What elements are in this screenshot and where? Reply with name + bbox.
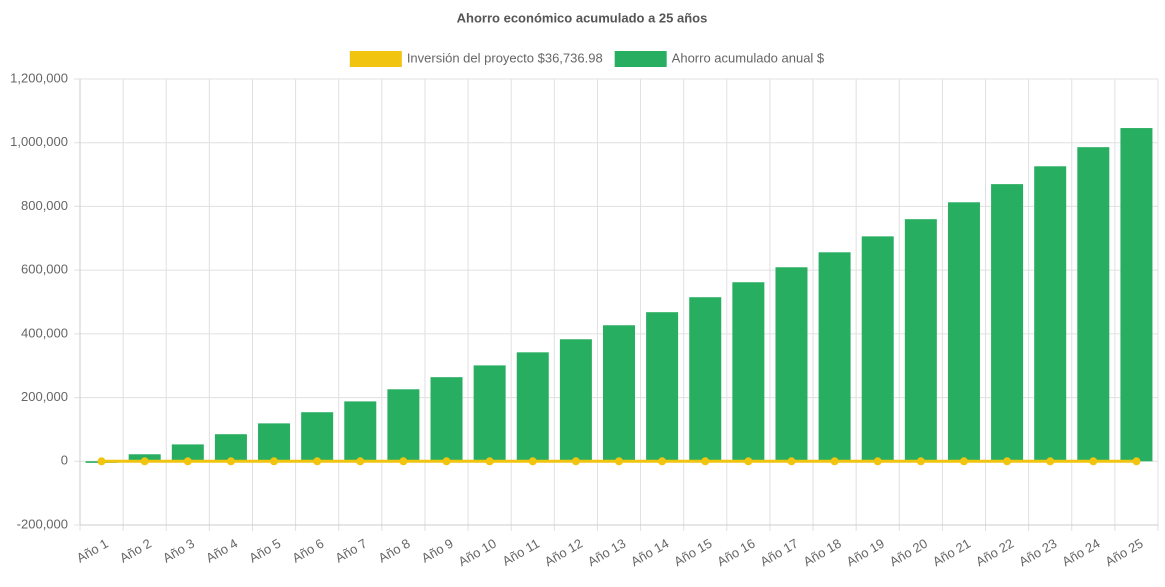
- line-point: [658, 457, 667, 466]
- x-tick-label: Año 17: [758, 536, 801, 570]
- line-point: [356, 457, 365, 466]
- x-tick-label: Año 14: [628, 536, 671, 570]
- legend-label: Ahorro acumulado anual $: [672, 50, 825, 65]
- bar: [301, 412, 334, 462]
- x-tick-label: Año 18: [801, 536, 844, 570]
- x-tick-label: Año 23: [1016, 536, 1059, 570]
- bar: [430, 377, 463, 462]
- bar: [991, 184, 1024, 462]
- bar: [1120, 128, 1153, 462]
- bar: [818, 252, 851, 462]
- x-tick-label: Año 22: [973, 536, 1016, 570]
- y-tick-label: 0: [61, 453, 68, 468]
- line-point: [916, 457, 925, 466]
- line-point: [97, 457, 106, 466]
- legend-swatch: [614, 51, 667, 67]
- x-tick-label: Año 10: [456, 536, 499, 570]
- x-tick-label: Año 24: [1059, 536, 1102, 570]
- line-point: [485, 457, 494, 466]
- line-point: [313, 457, 322, 466]
- x-tick-label: Año 19: [844, 536, 887, 570]
- line-point: [873, 457, 882, 466]
- x-tick-label: Año 13: [585, 536, 628, 570]
- bar: [775, 267, 808, 462]
- x-tick-label: Año 11: [500, 536, 542, 569]
- x-tick-label: Año 7: [333, 536, 370, 566]
- x-tick-label: Año 6: [289, 536, 326, 566]
- bar: [344, 401, 377, 462]
- line-point: [1046, 457, 1055, 466]
- line-point: [270, 457, 279, 466]
- x-tick-label: Año 5: [246, 536, 283, 566]
- line-point: [615, 457, 623, 466]
- x-tick-label: Año 15: [671, 536, 714, 570]
- x-tick-label: Año 25: [1102, 536, 1145, 570]
- line-point: [959, 457, 968, 466]
- bar: [646, 312, 679, 462]
- line-point: [226, 457, 235, 466]
- legend-swatch: [349, 51, 402, 67]
- line-point: [787, 457, 796, 466]
- bar: [214, 434, 247, 462]
- bar: [473, 365, 506, 462]
- x-tick-label: Año 16: [714, 536, 757, 570]
- x-tick-label: Año 21: [930, 536, 973, 570]
- bar: [516, 352, 549, 462]
- x-tick-label: Año 2: [117, 536, 154, 566]
- x-tick-label: Año 1: [74, 536, 111, 566]
- x-tick-label: Año 3: [160, 536, 197, 566]
- line-point: [571, 457, 580, 466]
- bar: [387, 389, 420, 462]
- x-tick-label: Año 12: [542, 536, 585, 570]
- legend-label: Inversión del proyecto $36,736.98: [407, 50, 603, 65]
- bar: [171, 444, 204, 462]
- bar: [1077, 147, 1110, 462]
- line-point: [442, 457, 451, 466]
- y-tick-label: -200,000: [17, 516, 68, 531]
- line-point: [1089, 457, 1098, 466]
- bar: [258, 423, 291, 462]
- y-tick-label: 600,000: [21, 262, 68, 277]
- line-point: [399, 457, 408, 466]
- x-tick-label: Año 4: [203, 536, 240, 566]
- y-tick-label: 800,000: [21, 198, 68, 213]
- bar: [559, 339, 592, 462]
- line-point: [701, 457, 710, 466]
- bar: [904, 219, 937, 462]
- y-tick-label: 200,000: [21, 389, 68, 404]
- line-point: [183, 457, 192, 466]
- y-tick-label: 1,000,000: [10, 134, 68, 149]
- line-point: [1132, 457, 1141, 466]
- bar: [603, 325, 635, 462]
- bar: [861, 236, 894, 462]
- y-tick-label: 1,200,000: [10, 70, 68, 85]
- line-point: [830, 457, 839, 466]
- bar: [689, 297, 722, 462]
- line-point: [1003, 457, 1012, 466]
- y-tick-label: 400,000: [21, 325, 68, 340]
- bar: [1034, 166, 1067, 462]
- chart-title: Ahorro económico acumulado a 25 años: [457, 10, 708, 25]
- bar: [732, 282, 765, 462]
- line-point: [744, 457, 753, 466]
- x-tick-label: Año 20: [887, 536, 930, 570]
- line-point: [528, 457, 537, 466]
- bar: [947, 202, 980, 462]
- x-tick-label: Año 8: [376, 536, 413, 566]
- x-tick-label: Año 9: [419, 536, 456, 566]
- line-point: [140, 457, 149, 466]
